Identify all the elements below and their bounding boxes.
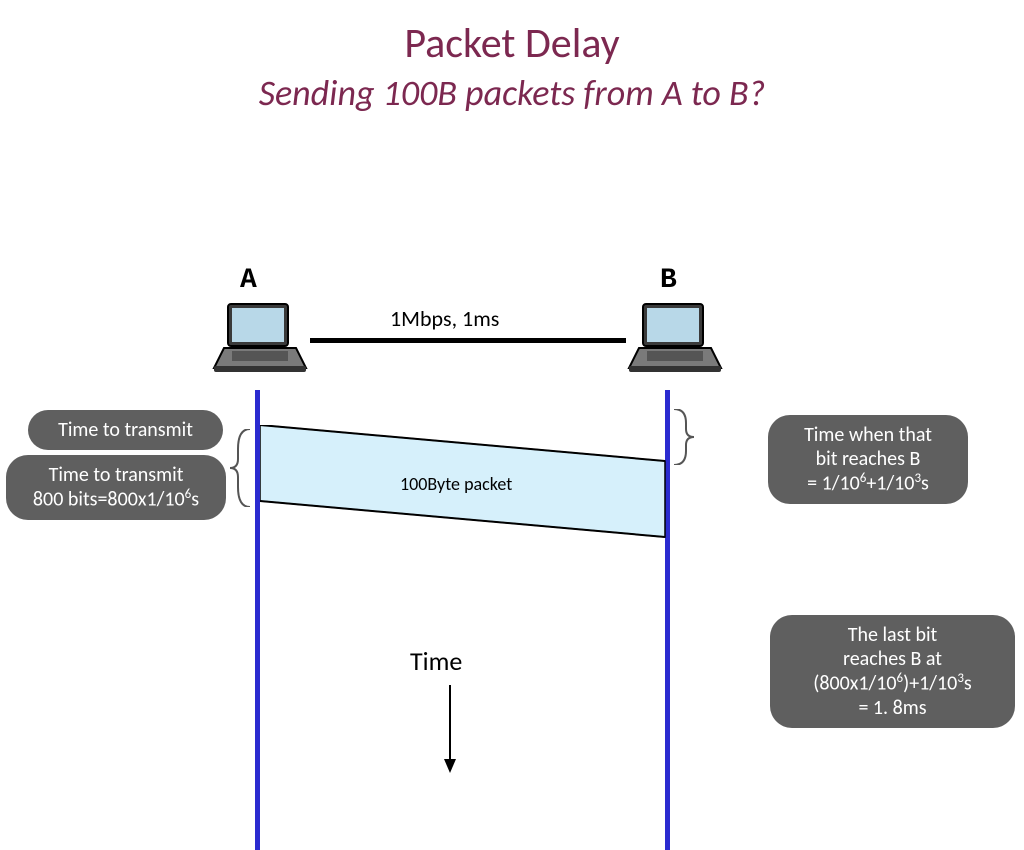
node-a-label: A <box>240 265 257 296</box>
bubble-transmit-one-bit: Time to transmit <box>28 410 223 450</box>
time-arrow-icon <box>440 685 460 775</box>
diagram-area: A B 1Mbps, 1ms 100Byte packet <box>0 115 1024 755</box>
bubble-transmit-800-bits: Time to transmit800 bits=800x1/106s <box>6 455 226 520</box>
bracket-right-icon <box>670 409 694 465</box>
node-b-label: B <box>660 265 677 296</box>
page-subtitle: Sending 100B packets from A to B? <box>0 71 1024 115</box>
bracket-left-icon <box>230 429 254 507</box>
link-line <box>310 338 626 343</box>
bubble-bit-reaches-b: Time when thatbit reaches B= 1/106+1/103… <box>768 415 968 504</box>
laptop-b-icon <box>625 300 725 380</box>
time-axis-label: Time <box>410 645 462 677</box>
laptop-a-icon <box>210 300 310 380</box>
bubble-last-bit: The last bitreaches B at(800x1/106)+1/10… <box>770 615 1015 728</box>
page-title: Packet Delay <box>0 18 1024 69</box>
packet-label: 100Byte packet <box>400 473 512 495</box>
link-label: 1Mbps, 1ms <box>390 305 499 332</box>
